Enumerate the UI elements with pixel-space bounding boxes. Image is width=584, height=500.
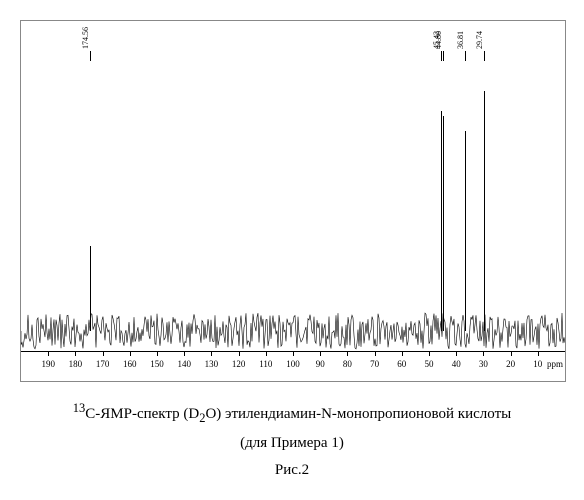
axis-tick-label: 90	[316, 359, 325, 369]
axis-tick-label: 70	[370, 359, 379, 369]
peak	[465, 131, 466, 331]
axis-tick	[48, 351, 49, 356]
axis-tick-label: 150	[150, 359, 164, 369]
peak-label-tick	[484, 51, 485, 61]
caption-text1: С-ЯМР-спектр (D	[85, 406, 199, 422]
peak-label: 44.80	[434, 31, 443, 49]
axis-tick	[375, 351, 376, 356]
axis-tick-label: 50	[425, 359, 434, 369]
axis-tick-label: 140	[177, 359, 191, 369]
axis-tick	[266, 351, 267, 356]
peak	[90, 246, 91, 331]
axis-tick-label: 20	[506, 359, 515, 369]
peak-label: 174.56	[81, 27, 90, 49]
axis-tick	[130, 351, 131, 356]
axis-tick-label: 110	[259, 359, 272, 369]
caption-sup: 13	[73, 401, 86, 415]
caption-line2: (для Примера 1)	[240, 435, 344, 451]
axis-tick	[293, 351, 294, 356]
axis-tick	[184, 351, 185, 356]
axis-tick	[103, 351, 104, 356]
x-axis: ppm 190 180 170 160 150 140 130 120 110 100 90 80 70…	[21, 351, 565, 381]
axis-tick-label: 10	[533, 359, 542, 369]
plot-area	[21, 61, 565, 351]
axis-tick	[402, 351, 403, 356]
caption-text2: O) этилендиамин-N-монопропионовой кислот…	[205, 406, 511, 422]
peak-label: 36.81	[456, 31, 465, 49]
axis-tick	[347, 351, 348, 356]
caption: 13С-ЯМР-спектр (D2O) этилендиамин-N-моно…	[20, 397, 564, 457]
axis-tick-label: 170	[96, 359, 110, 369]
axis-tick-label: 100	[286, 359, 300, 369]
axis-tick-label: 130	[205, 359, 219, 369]
axis-tick	[211, 351, 212, 356]
axis-tick	[511, 351, 512, 356]
peak-label-tick	[465, 51, 466, 61]
axis-tick-label: 40	[452, 359, 461, 369]
axis-tick-label: 180	[69, 359, 83, 369]
peak	[443, 116, 444, 331]
axis-tick	[239, 351, 240, 356]
axis-tick-label: 160	[123, 359, 137, 369]
peak-label: 29.74	[475, 31, 484, 49]
axis-tick	[75, 351, 76, 356]
axis-tick	[320, 351, 321, 356]
axis-tick	[483, 351, 484, 356]
axis-tick	[157, 351, 158, 356]
axis-tick	[429, 351, 430, 356]
peak-labels-area: 174.5645.4244.8036.8129.74	[21, 21, 565, 61]
peak-label-tick	[90, 51, 91, 61]
axis-tick-label: 30	[479, 359, 488, 369]
peak	[484, 91, 485, 331]
axis-tick	[456, 351, 457, 356]
axis-tick-label: 190	[41, 359, 55, 369]
peak-label-tick	[443, 51, 444, 61]
axis-unit: ppm	[547, 359, 563, 369]
axis-tick-label: 80	[343, 359, 352, 369]
nmr-spectrum: 174.5645.4244.8036.8129.74 ppm 190180170…	[20, 20, 566, 382]
figure-label: Рис.2	[20, 462, 564, 479]
axis-tick-label: 120	[232, 359, 246, 369]
axis-tick-label: 60	[397, 359, 406, 369]
axis-tick	[538, 351, 539, 356]
